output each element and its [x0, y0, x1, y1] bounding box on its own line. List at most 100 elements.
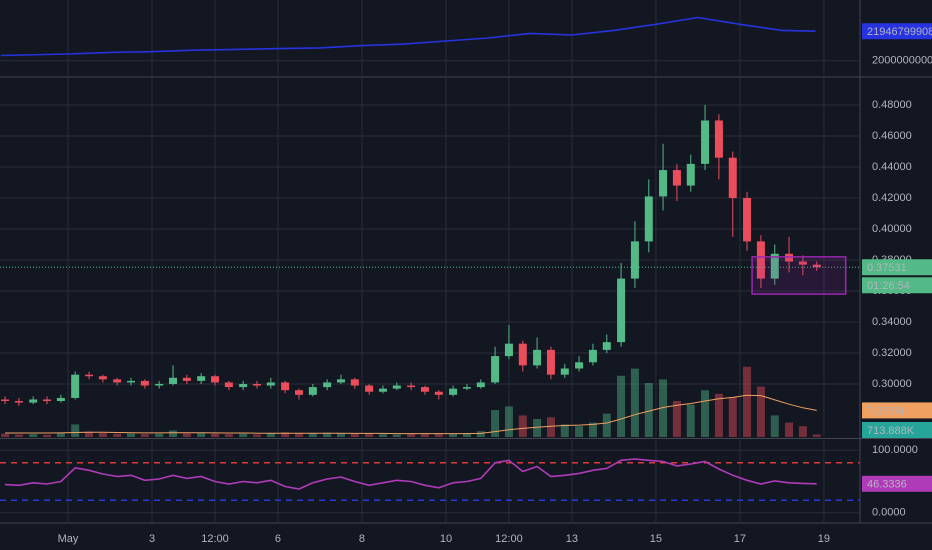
volume-bar: [714, 393, 723, 437]
volume-bar: [98, 433, 107, 437]
candle-body: [323, 382, 332, 388]
volume-bar: [728, 397, 737, 437]
candle-body: [127, 380, 136, 383]
candle-body: [140, 380, 149, 386]
price-label-bg: [862, 277, 932, 294]
candle-body: [29, 399, 38, 403]
x-tick-label: 13: [566, 533, 578, 545]
candle-body: [588, 349, 597, 363]
candle-body: [266, 382, 275, 386]
volume-bar: [71, 424, 80, 437]
price-label-bg: [862, 475, 932, 492]
volume-bar: [281, 432, 290, 437]
candle-body: [1, 399, 10, 402]
volume-bar: [743, 366, 752, 437]
volume-ma: [5, 394, 817, 435]
line: [0, 16, 816, 57]
volume-bar: [14, 434, 23, 437]
candle-body: [308, 387, 317, 395]
candle-body: [617, 278, 626, 343]
volume-bar: [785, 422, 794, 437]
candle-body: [197, 376, 206, 381]
candle-body: [575, 362, 584, 369]
volume-bar: [56, 432, 65, 437]
volume-bar: [672, 401, 681, 437]
price-label: 219467999082: [867, 26, 932, 38]
volume-bar: [798, 426, 807, 437]
candle-body: [155, 383, 164, 386]
candle-body: [392, 385, 401, 389]
volume-bar: [392, 434, 401, 437]
candle-body: [434, 391, 443, 395]
candle-body: [407, 385, 416, 388]
volume-bar: [182, 433, 191, 437]
candle-body: [239, 383, 248, 388]
y-tick-label: 0.42000: [872, 192, 912, 204]
candle-body: [504, 343, 513, 357]
volume-bar: [266, 433, 275, 437]
volume-bar: [127, 433, 136, 437]
x-tick-label: 12:00: [201, 533, 229, 545]
candle-body: [812, 264, 821, 268]
volume-bar: [140, 434, 149, 437]
y-tick-label: 0.40000: [872, 223, 912, 235]
candle-body: [365, 385, 374, 392]
x-tick-label: 6: [275, 533, 281, 545]
volume-bar: [252, 434, 261, 437]
volume-bar: [533, 419, 542, 437]
candle-body: [630, 241, 639, 279]
volume-bar: [407, 433, 416, 437]
volume-bar: [504, 406, 513, 437]
volume-bar: [197, 432, 206, 437]
volume-bar: [365, 433, 374, 437]
candle-body: [518, 343, 527, 366]
volume-bar: [1, 433, 10, 437]
volume-bar: [518, 415, 527, 437]
candle-body: [14, 401, 23, 403]
y-tick-label: 0.44000: [872, 161, 912, 173]
candle-body: [770, 253, 779, 279]
volume-bar: [434, 433, 443, 437]
x-tick-label: 12:00: [495, 533, 523, 545]
volume-bar: [239, 433, 248, 437]
x-tick-label: 19: [818, 533, 830, 545]
price-label: 46.3336: [867, 479, 907, 491]
y-tick-label: 0.34000: [872, 316, 912, 328]
volume-bar: [812, 434, 821, 437]
candle-body: [350, 379, 359, 386]
candle-body: [476, 382, 485, 388]
volume-bar: [588, 422, 597, 437]
volume-bar: [420, 434, 429, 437]
candle-body: [420, 387, 429, 392]
volume-bar: [560, 424, 569, 437]
volume-bar: [476, 431, 485, 437]
volume-bar: [350, 433, 359, 437]
price-label-bg: [862, 23, 932, 40]
volume-bar: [155, 433, 164, 437]
candle-body: [644, 196, 653, 242]
x-tick-label: 10: [440, 533, 452, 545]
y-tick-label: 0.32000: [872, 347, 912, 359]
volume-bar: [575, 426, 584, 437]
candle-body: [182, 377, 191, 381]
price-label-bg: [862, 402, 932, 419]
volume-bar: [462, 433, 471, 437]
y-tick-label: 0.48000: [872, 99, 912, 111]
price-label-bg: [862, 259, 932, 276]
candle-body: [378, 388, 387, 392]
candle-body: [560, 368, 569, 375]
volume-bar: [756, 386, 765, 437]
candle-body: [546, 349, 555, 375]
candle-body: [211, 376, 219, 383]
volume-bar: [43, 434, 52, 437]
y-tick-label: 100.0000: [872, 444, 918, 456]
candle-body: [336, 379, 345, 383]
candle-body: [686, 163, 695, 186]
price-label: 713.888K: [867, 425, 915, 437]
volume-bar: [491, 410, 500, 437]
volume-bar: [29, 434, 38, 437]
volume-bar: [546, 417, 555, 437]
candle-body: [701, 120, 710, 164]
volume-bar: [686, 404, 695, 437]
